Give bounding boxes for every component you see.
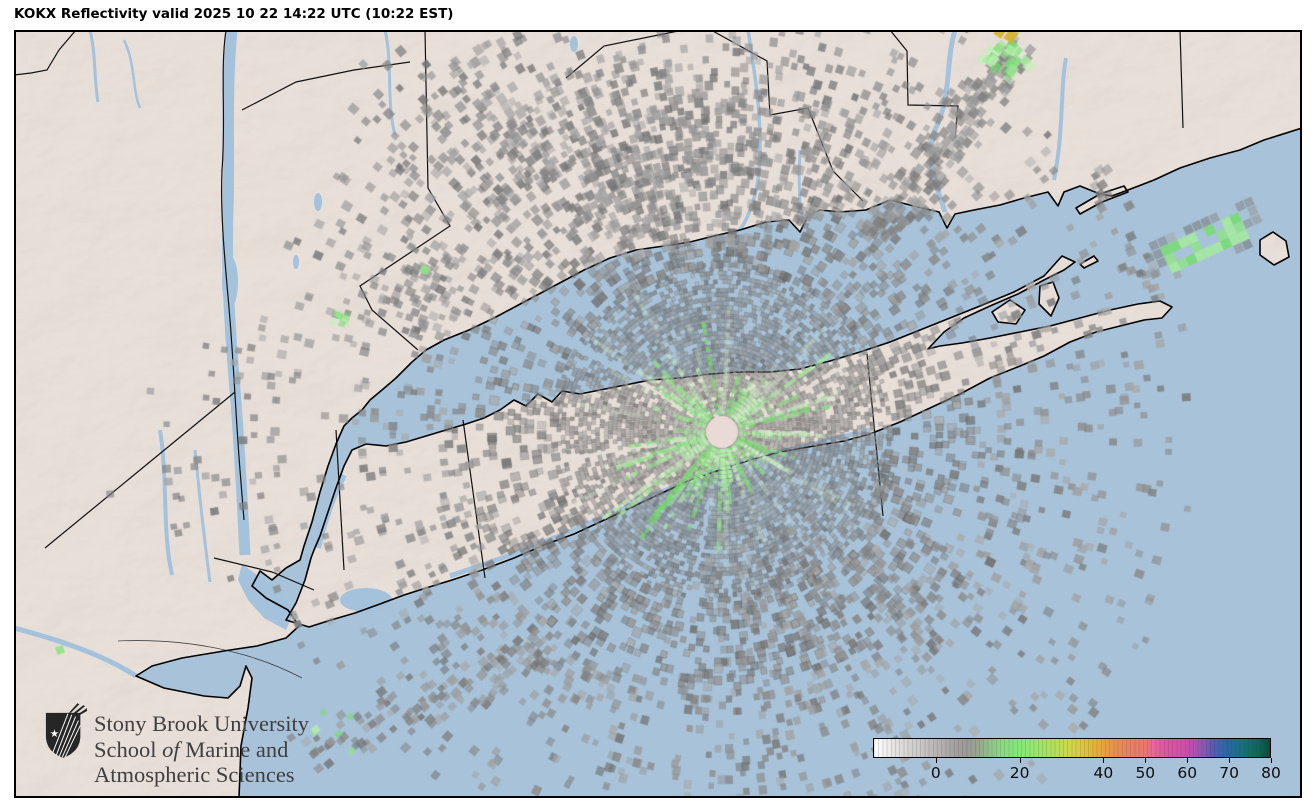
colorbar-steps-overlay	[874, 739, 1270, 757]
colorbar-tick-label: 20	[1009, 764, 1030, 782]
colorbar-tick-label: 70	[1219, 764, 1239, 782]
colorbar-tick-label: 0	[930, 764, 941, 782]
colorbar-tick	[1103, 758, 1105, 763]
colorbar-tick-label: 40	[1093, 764, 1114, 782]
logo-line-2: School of Marine and	[94, 736, 289, 762]
radar-echo-canvas	[14, 30, 1302, 798]
colorbar-tick	[1187, 758, 1189, 763]
colorbar-tick	[1145, 758, 1147, 763]
colorbar-tick-label: 50	[1135, 764, 1156, 782]
sbu-shield-icon: ★	[45, 703, 88, 758]
colorbar-gradient	[873, 738, 1271, 758]
colorbar: 0 20 40 50 60 70 80	[873, 738, 1281, 782]
colorbar-tick-label: 80	[1261, 764, 1281, 782]
map-title: KOKX Reflectivity valid 2025 10 22 14:22…	[14, 6, 454, 22]
sbu-logo-text: Stony Brook University School of Marine …	[94, 711, 309, 788]
svg-text:★: ★	[50, 728, 59, 740]
colorbar-tick	[935, 758, 937, 763]
logo-line-1: Stony Brook University	[94, 711, 310, 736]
colorbar-tick	[1271, 758, 1272, 763]
logo-line-3: Atmospheric Sciences	[94, 762, 295, 787]
radar-map: ★ Stony Brook University School of Marin…	[14, 30, 1302, 798]
colorbar-tick	[1229, 758, 1231, 763]
sbu-logo: ★ Stony Brook University School of Marin…	[44, 702, 309, 788]
colorbar-tick-label: 60	[1177, 764, 1198, 782]
colorbar-tick	[1019, 758, 1021, 763]
